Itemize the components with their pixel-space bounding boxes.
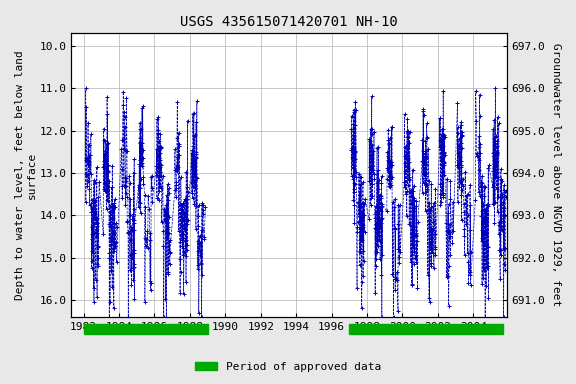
- FancyBboxPatch shape: [84, 324, 207, 334]
- Legend: Period of approved data: Period of approved data: [191, 358, 385, 377]
- Y-axis label: Groundwater level above NGVD 1929, feet: Groundwater level above NGVD 1929, feet: [551, 43, 561, 307]
- Y-axis label: Depth to water level, feet below land
surface: Depth to water level, feet below land su…: [15, 50, 37, 300]
- FancyBboxPatch shape: [349, 324, 503, 334]
- Title: USGS 435615071420701 NH-10: USGS 435615071420701 NH-10: [180, 15, 398, 29]
